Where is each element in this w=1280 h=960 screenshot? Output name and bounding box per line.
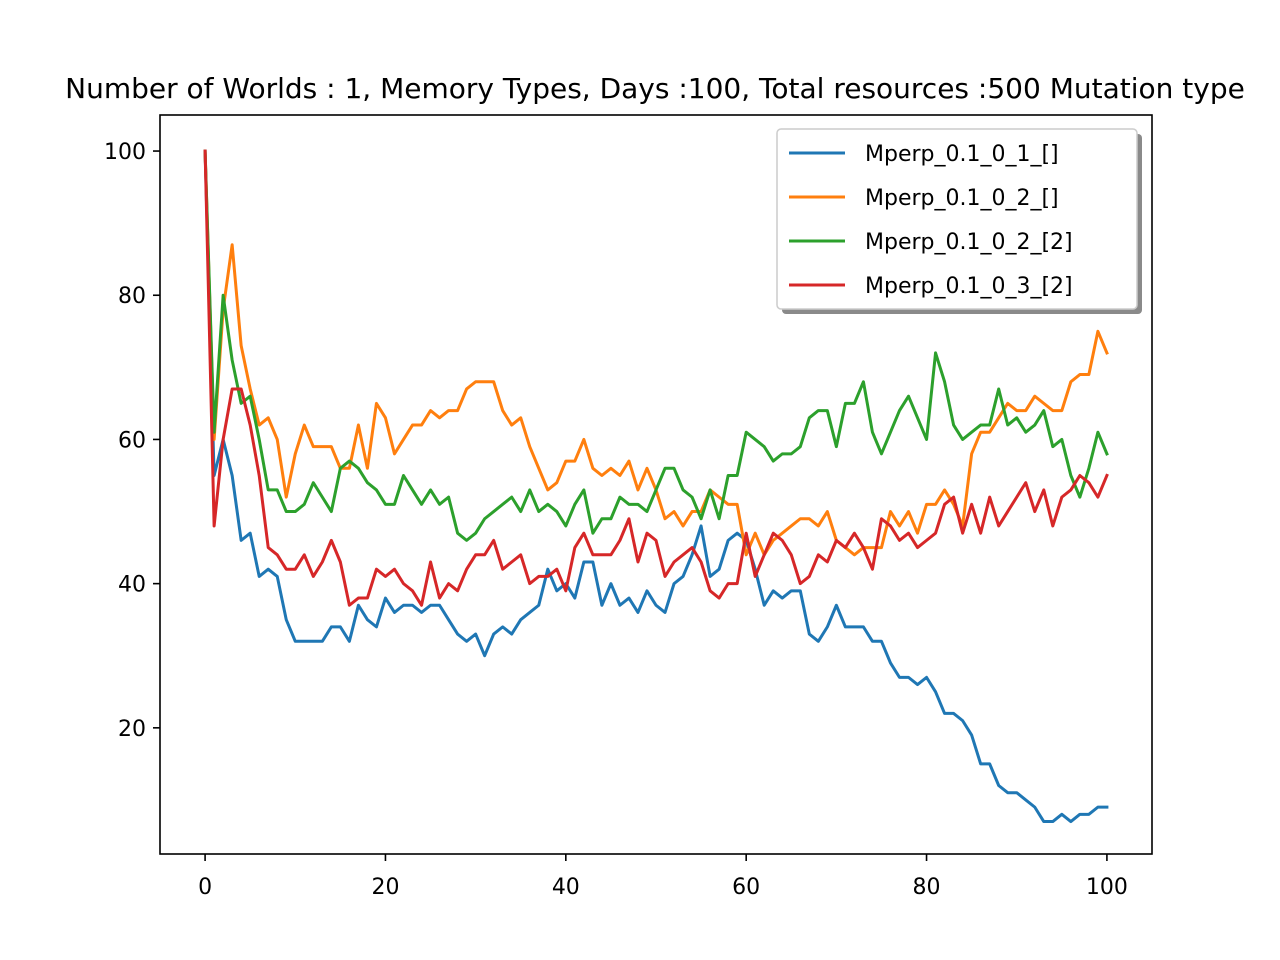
series-line-3	[203, 149, 1109, 542]
x-tick-label: 80	[913, 875, 941, 900]
x-tick-label: 40	[552, 875, 580, 900]
x-axis: 0 20 40 60 80 100	[198, 854, 1128, 900]
x-tick-label: 100	[1086, 875, 1128, 900]
x-tick-label: 20	[371, 875, 399, 900]
y-tick-label: 20	[118, 717, 146, 742]
y-tick-label: 100	[104, 140, 146, 165]
x-tick-label: 0	[198, 875, 212, 900]
y-tick-label: 60	[118, 428, 146, 453]
legend-label: Mperp_0.1_0_2_[2]	[865, 230, 1073, 255]
axes-frame	[159, 114, 1153, 855]
legend-label: Mperp_0.1_0_2_[]	[865, 186, 1059, 211]
chart-title: Number of Worlds : 1, Memory Types, Days…	[65, 72, 1245, 105]
legend: Mperp_0.1_0_1_[] Mperp_0.1_0_2_[] Mperp_0.…	[776, 128, 1142, 314]
series-line-1	[203, 149, 1109, 824]
y-axis: 20 40 60 80 100	[104, 140, 160, 742]
legend-box	[776, 128, 1138, 310]
y-tick-label: 80	[118, 284, 146, 309]
legend-label: Mperp_0.1_0_1_[]	[865, 142, 1059, 167]
series-line-4	[203, 149, 1109, 607]
x-tick-label: 60	[732, 875, 760, 900]
plot-area	[203, 149, 1109, 824]
legend-label: Mperp_0.1_0_3_[2]	[865, 274, 1073, 299]
y-tick-label: 40	[118, 573, 146, 598]
